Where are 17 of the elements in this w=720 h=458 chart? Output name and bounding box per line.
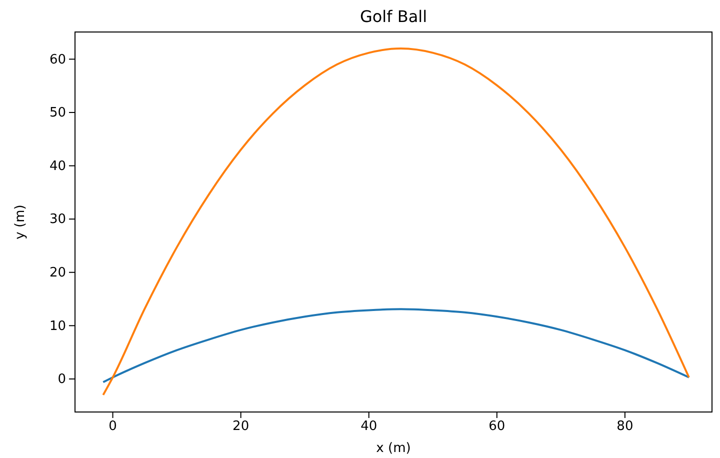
- x-tick-label: 80: [616, 419, 634, 434]
- y-tick-label: 40: [49, 158, 66, 174]
- y-tick-label: 20: [49, 266, 66, 281]
- x-tick-label: 40: [360, 419, 378, 434]
- chart-title: Golf Ball: [360, 7, 428, 26]
- x-axis-title: x (m): [376, 441, 411, 456]
- x-tick-label: 60: [488, 419, 506, 434]
- x-tick-label: 20: [232, 419, 250, 434]
- y-tick-label: 50: [49, 106, 66, 121]
- y-tick-label: 0: [58, 372, 66, 388]
- x-tick-label: 0: [108, 419, 117, 434]
- y-tick-label: 10: [49, 318, 66, 334]
- y-axis-title: y (m): [13, 204, 28, 240]
- y-tick-label: 30: [49, 212, 66, 228]
- y-tick-label: 60: [49, 52, 66, 68]
- line-series: [102, 48, 690, 396]
- line-series: [102, 308, 690, 384]
